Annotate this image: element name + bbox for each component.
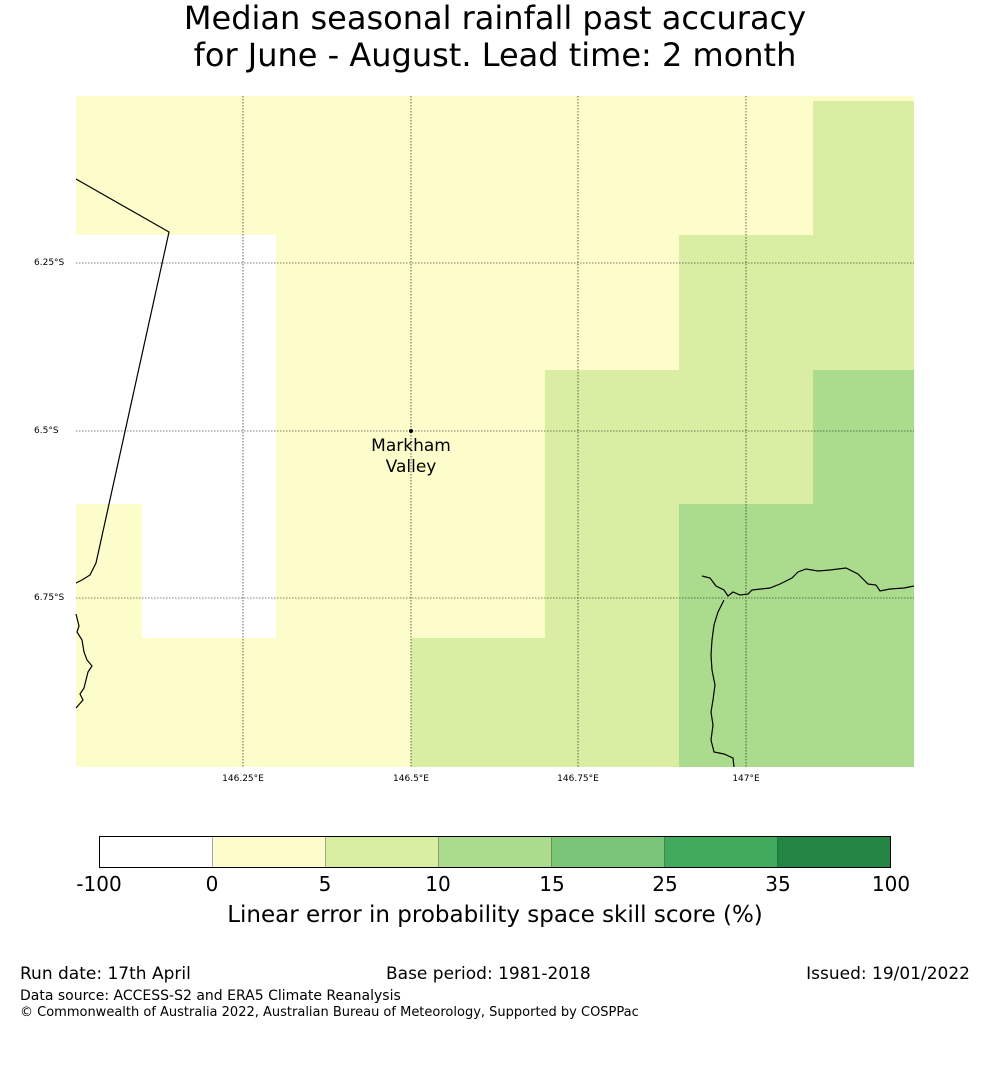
grid-cell bbox=[545, 504, 679, 638]
lon-label: 146.75°E bbox=[557, 774, 599, 784]
colorbar-tick: 100 bbox=[871, 872, 911, 896]
colorbar-tick: 35 bbox=[765, 872, 791, 896]
colorbar-tick: 25 bbox=[652, 872, 678, 896]
border-line bbox=[75, 178, 170, 584]
lon-label: 147°E bbox=[732, 774, 760, 784]
grid-cell bbox=[813, 370, 914, 504]
colorbar-bin bbox=[665, 837, 778, 867]
grid-cell bbox=[545, 370, 813, 504]
grid-cell bbox=[76, 235, 276, 504]
location-marker bbox=[409, 429, 413, 433]
colorbar-tick: -100 bbox=[76, 872, 122, 896]
grid-cell bbox=[679, 235, 914, 370]
skill-grid bbox=[76, 96, 914, 767]
lat-label: 6.25°S bbox=[34, 258, 65, 268]
lat-label: 6.5°S bbox=[34, 426, 59, 436]
colorbar bbox=[99, 836, 891, 868]
coastline bbox=[75, 613, 93, 709]
lon-label: 146.25°E bbox=[222, 774, 264, 784]
colorbar-bin bbox=[439, 837, 552, 867]
colorbar-bin bbox=[100, 837, 213, 867]
graticule bbox=[76, 96, 914, 767]
grid-cell bbox=[679, 504, 914, 767]
river-line bbox=[710, 599, 735, 768]
place-name-line-2: Valley bbox=[385, 457, 437, 477]
base-period: Base period: 1981-2018 bbox=[386, 964, 591, 984]
title-line-2: for June - August. Lead time: 2 month bbox=[193, 36, 797, 74]
data-source: Data source: ACCESS-S2 and ERA5 Climate … bbox=[20, 988, 401, 1004]
colorbar-tick: 5 bbox=[318, 872, 332, 896]
borders bbox=[75, 178, 915, 768]
grid-cell bbox=[142, 504, 276, 638]
place-name-line-1: Markham bbox=[371, 436, 451, 456]
colorbar-tick: 10 bbox=[425, 872, 451, 896]
skill-map bbox=[75, 96, 915, 768]
place-label: Markham Valley bbox=[371, 436, 451, 478]
issued-date: Issued: 19/01/2022 bbox=[806, 964, 970, 984]
colorbar-bin bbox=[213, 837, 326, 867]
colorbar-label: Linear error in probability space skill … bbox=[227, 902, 763, 928]
grid-cell bbox=[411, 638, 679, 767]
river-line bbox=[701, 567, 915, 597]
lat-label: 6.75°S bbox=[34, 593, 65, 603]
colorbar-bin bbox=[552, 837, 665, 867]
lon-label: 146.5°E bbox=[393, 774, 429, 784]
grid-cell bbox=[813, 101, 914, 235]
colorbar-tick: 0 bbox=[205, 872, 219, 896]
chart-title: Median seasonal rainfall past accuracy f… bbox=[0, 0, 990, 74]
copyright: © Commonwealth of Australia 2022, Austra… bbox=[20, 1005, 639, 1020]
title-line-1: Median seasonal rainfall past accuracy bbox=[183, 0, 807, 37]
run-date: Run date: 17th April bbox=[20, 964, 191, 984]
colorbar-bin bbox=[326, 837, 439, 867]
colorbar-tick: 15 bbox=[539, 872, 565, 896]
colorbar-bin bbox=[778, 837, 890, 867]
